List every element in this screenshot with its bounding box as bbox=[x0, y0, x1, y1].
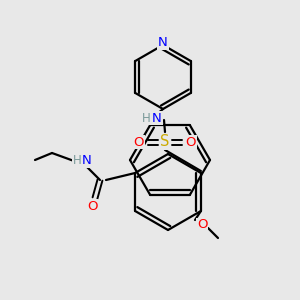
Text: O: O bbox=[197, 218, 207, 232]
Text: N: N bbox=[82, 154, 92, 167]
Text: N: N bbox=[152, 112, 162, 124]
Text: O: O bbox=[87, 200, 97, 212]
Text: N: N bbox=[158, 37, 168, 50]
Text: H: H bbox=[73, 154, 81, 167]
Text: O: O bbox=[134, 136, 144, 148]
Text: O: O bbox=[186, 136, 196, 148]
Text: H: H bbox=[142, 112, 150, 124]
Text: S: S bbox=[160, 134, 170, 149]
